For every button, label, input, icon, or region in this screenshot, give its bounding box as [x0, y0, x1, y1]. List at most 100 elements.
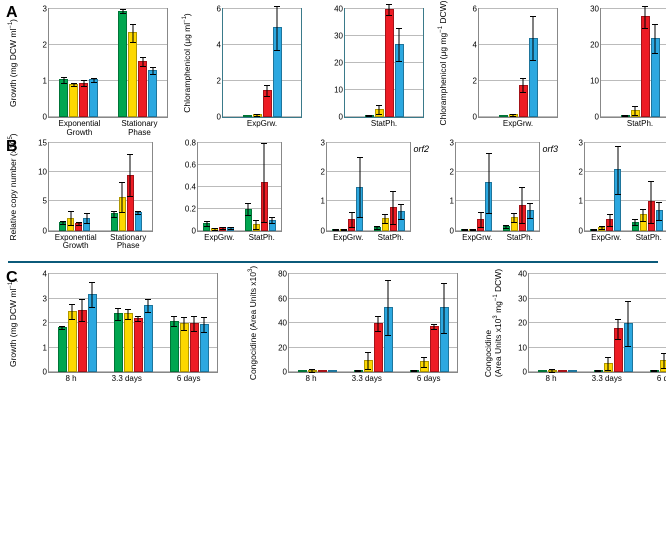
bar — [382, 218, 389, 230]
bar — [410, 370, 419, 372]
plot-area: 020406080Congocidine (Area Units x103) — [288, 273, 458, 373]
y-tick: 6 — [201, 5, 221, 14]
bar — [511, 217, 518, 230]
bar — [263, 90, 272, 117]
y-tick: 6 — [457, 5, 477, 14]
bar — [604, 363, 613, 372]
y-axis: 010203040 — [507, 274, 527, 372]
bar-group — [650, 274, 666, 372]
y-tick: 0 — [579, 113, 599, 122]
bar — [69, 84, 78, 117]
bar — [469, 229, 476, 231]
x-axis-labels: ExpGrw.StatPh. — [455, 234, 540, 243]
bar — [614, 169, 621, 231]
bar-group — [365, 9, 404, 117]
x-label: 8 h — [306, 375, 317, 384]
y-tick: 0 — [27, 368, 47, 377]
bar-group — [632, 143, 663, 231]
y-tick: 0 — [27, 113, 47, 122]
y-tick: 30 — [579, 5, 599, 14]
bar-group — [354, 274, 393, 372]
y-tick: 0 — [267, 368, 287, 377]
y-tick: 1 — [27, 77, 47, 86]
chart-B3: orf20123ExpGrw.StatPh. — [308, 142, 437, 252]
y-tick: 3 — [27, 294, 47, 303]
x-label: 3.3 days — [352, 375, 382, 384]
bar — [144, 305, 153, 372]
bar — [227, 227, 234, 230]
bar — [398, 211, 405, 231]
chart-C1: 01234Growth (mg DCW ml−1)8 h3.3 days6 da… — [22, 273, 244, 384]
y-tick: 60 — [267, 294, 287, 303]
chart-A3: 010203040StatPh. — [330, 8, 450, 138]
panel-c-charts: 01234Growth (mg DCW ml−1) 8 h 3.3 days 6 da… — [22, 273, 666, 384]
y-tick: 4 — [457, 41, 477, 50]
bar — [124, 313, 133, 372]
bar — [348, 219, 355, 230]
y-axis: 0102030 — [579, 9, 599, 117]
x-axis-labels: ExpGrw.StatPh. — [326, 234, 411, 243]
y-tick: 20 — [323, 59, 343, 68]
bar — [568, 370, 577, 372]
bar — [660, 360, 666, 372]
panel-a-row: A 0123Growth (mg DCW ml−1)ExponentialGro… — [8, 8, 658, 138]
y-tick: 0 — [27, 226, 47, 235]
y-tick: 2 — [434, 167, 454, 176]
y-tick: 2 — [563, 167, 583, 176]
y-tick: 0 — [434, 226, 454, 235]
chart-B5: orf80123ExpGrw.StatPh. — [566, 142, 666, 252]
x-label: ExpGrw. — [503, 120, 533, 129]
bar-group — [374, 143, 405, 231]
bar — [420, 361, 429, 372]
y-tick: 0 — [305, 226, 325, 235]
section-divider — [8, 261, 658, 263]
bar — [138, 61, 147, 117]
bar — [375, 109, 384, 117]
bar — [509, 114, 518, 117]
bar — [485, 182, 492, 230]
y-tick: 0.6 — [176, 160, 196, 169]
bar — [656, 210, 663, 231]
bar — [650, 370, 659, 372]
y-tick: 0.2 — [176, 204, 196, 213]
y-tick: 1 — [434, 197, 454, 206]
bar — [211, 228, 218, 230]
plot-area: 051015Relative copy number (x105) — [48, 142, 153, 232]
bar — [318, 370, 327, 372]
bar — [632, 222, 639, 231]
y-axis: 0123 — [434, 143, 454, 231]
bar — [118, 11, 127, 117]
bar — [203, 223, 210, 231]
y-tick: 1 — [27, 343, 47, 352]
y-tick: 3 — [27, 5, 47, 14]
chart-A1: 0123Growth (mg DCW ml−1)ExponentialGrowt… — [22, 8, 194, 138]
y-tick: 40 — [323, 5, 343, 14]
bar-group — [538, 274, 577, 372]
bar — [519, 205, 526, 231]
bar-group — [59, 143, 90, 231]
y-tick: 0 — [563, 226, 583, 235]
y-tick: 0 — [201, 113, 221, 122]
chart-B1: hrdB051015Relative copy number (x105)Exp… — [22, 142, 179, 252]
bar-group — [590, 143, 621, 231]
x-label: StatPh. — [371, 120, 397, 129]
bar — [538, 370, 547, 372]
bar-group — [203, 143, 234, 231]
plot-area: 00.20.40.60.8 — [197, 142, 282, 232]
y-tick: 20 — [267, 343, 287, 352]
plot-area: 01234Growth (mg DCW ml−1) — [48, 273, 218, 373]
y-axis: 020406080 — [267, 274, 287, 372]
x-label: ExponentialGrowth — [55, 234, 97, 252]
x-label: 6 days — [177, 375, 201, 384]
x-label: StationaryPhase — [110, 234, 146, 252]
plot-area: 0123Growth (mg DCW ml−1) — [48, 8, 168, 118]
bar — [170, 321, 179, 372]
y-tick: 2 — [201, 77, 221, 86]
y-axis-label: Congocidine(Area Units x103 mg−1 DCW) — [483, 269, 503, 377]
x-label: StatPh. — [636, 234, 662, 243]
y-axis: 0246 — [201, 9, 221, 117]
y-tick: 15 — [27, 138, 47, 147]
bar — [243, 115, 252, 117]
y-axis: 010203040 — [323, 9, 343, 117]
bar-group — [499, 9, 538, 117]
